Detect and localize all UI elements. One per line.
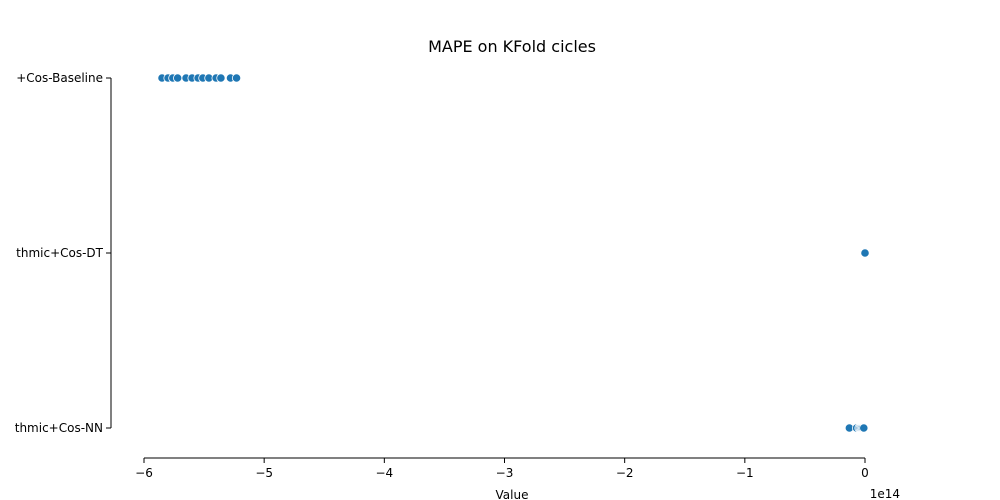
- x-tick-label: −4: [375, 466, 393, 480]
- x-axis-label: Value: [496, 488, 529, 500]
- x-tick-label: −2: [616, 466, 634, 480]
- data-points: [157, 73, 870, 433]
- chart-title: MAPE on KFold cicles: [428, 37, 596, 56]
- x-tick-label: −6: [135, 466, 153, 480]
- x-tick-label: −1: [736, 466, 754, 480]
- y-tick-label: thmic+Cos-DT: [16, 246, 104, 260]
- data-point: [231, 73, 242, 83]
- x-tick-label: 0: [861, 466, 869, 480]
- data-point: [216, 73, 226, 83]
- x-tick-label: −3: [496, 466, 514, 480]
- y-tick-label: thmic+Cos-NN: [15, 421, 103, 435]
- data-point: [173, 73, 183, 83]
- x-axis-offset-label: 1e14: [870, 487, 900, 500]
- y-tick-label: +Cos-Baseline: [16, 71, 103, 85]
- data-point: [860, 248, 870, 258]
- x-axis: −6 −5 −4 −3 −2 −1 0: [135, 457, 869, 480]
- data-point: [859, 423, 869, 433]
- y-axis: +Cos-Baseline thmic+Cos-DT thmic+Cos-NN: [15, 71, 112, 435]
- x-tick-label: −5: [255, 466, 273, 480]
